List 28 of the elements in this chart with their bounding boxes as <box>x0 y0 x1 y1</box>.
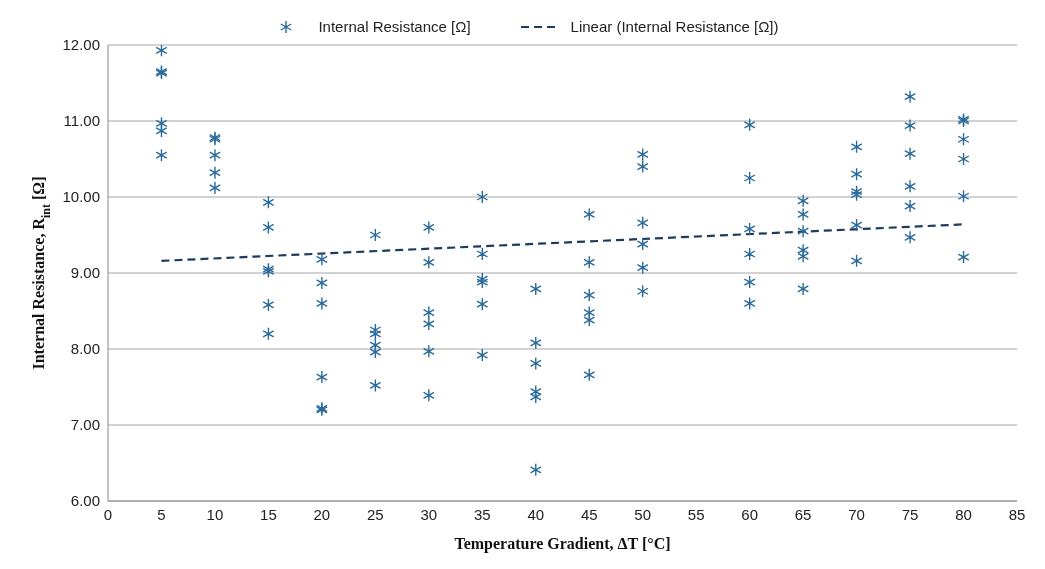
y-tick-label: 12.00 <box>62 36 100 54</box>
x-tick-label: 50 <box>634 505 652 523</box>
legend-label: Internal Resistance [Ω] <box>318 18 471 35</box>
x-tick-label: 15 <box>260 505 277 523</box>
y-tick-label: 10.00 <box>62 188 100 206</box>
x-tick-label: 30 <box>420 505 438 523</box>
y-tick-label: 6.00 <box>70 492 100 510</box>
x-tick-label: 35 <box>473 505 491 523</box>
legend-label: Linear (Internal Resistance [Ω]) <box>570 18 779 35</box>
x-tick-label: 45 <box>580 505 598 523</box>
y-tick-label: 9.00 <box>70 264 100 282</box>
x-tick-label: 10 <box>206 505 224 523</box>
x-tick-label: 70 <box>848 505 865 523</box>
x-tick-label: 55 <box>687 505 705 523</box>
y-tick-label: 11.00 <box>63 112 100 130</box>
x-tick-label: 0 <box>103 505 113 523</box>
x-tick-label: 80 <box>955 505 972 523</box>
x-tick-label: 75 <box>901 505 919 523</box>
x-tick-label: 25 <box>367 505 384 523</box>
x-tick-label: 5 <box>157 505 166 523</box>
x-axis-title: Temperature Gradient, ΔT [°C] <box>454 535 671 553</box>
x-tick-label: 60 <box>741 505 758 523</box>
x-tick-label: 85 <box>1008 505 1026 523</box>
x-tick-label: 65 <box>794 505 812 523</box>
y-tick-label: 8.00 <box>70 340 100 358</box>
y-tick-label: 7.00 <box>70 416 100 434</box>
x-tick-label: 20 <box>313 505 331 523</box>
x-tick-label: 40 <box>527 505 545 523</box>
